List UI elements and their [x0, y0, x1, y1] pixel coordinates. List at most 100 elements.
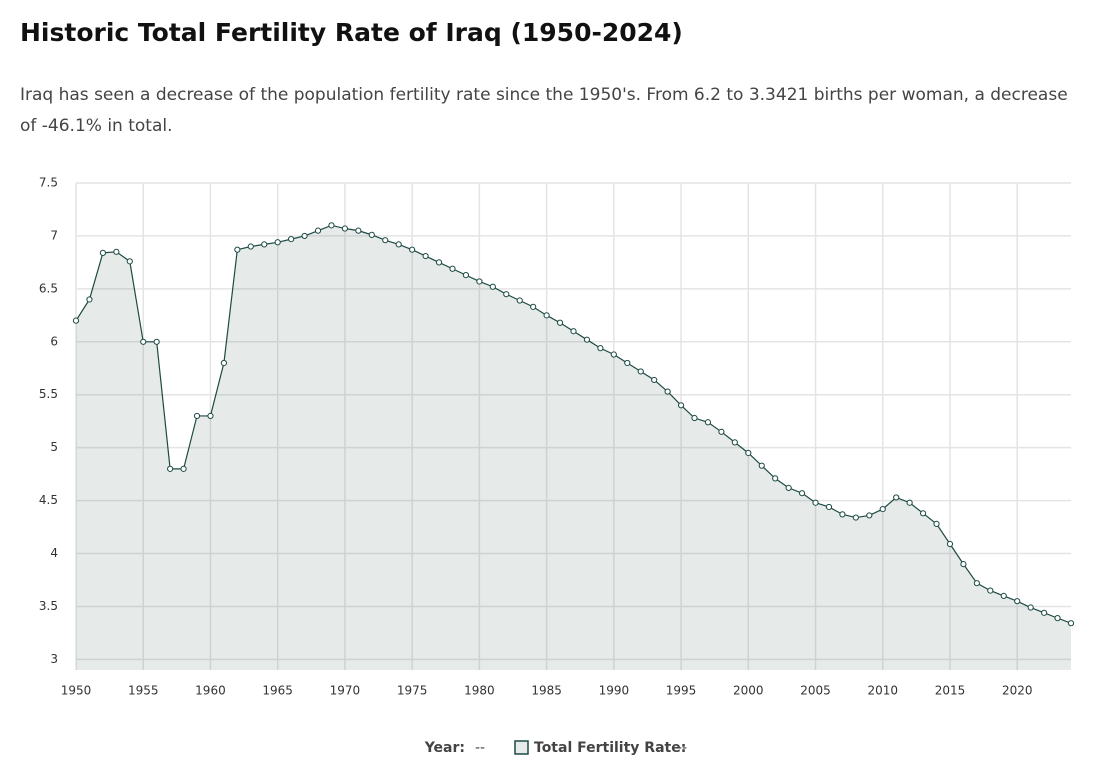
legend-swatch — [514, 740, 529, 755]
point — [866, 512, 873, 519]
legend-series-value: -- — [677, 740, 687, 756]
point — [731, 439, 738, 446]
point — [476, 278, 483, 285]
legend-series-name: Total Fertility Rate: — [534, 740, 686, 756]
x-tick-label: 2015 — [935, 684, 966, 698]
point — [328, 222, 335, 229]
point — [140, 338, 147, 345]
point — [261, 241, 268, 248]
point — [314, 227, 322, 234]
point — [973, 580, 980, 587]
point — [556, 319, 564, 326]
point — [570, 328, 577, 335]
point — [301, 232, 308, 240]
point — [247, 243, 254, 250]
x-tick-label: 1965 — [262, 684, 293, 698]
point — [72, 317, 80, 324]
x-tick-label: 1975 — [397, 684, 428, 698]
point — [503, 291, 510, 298]
point — [637, 368, 644, 375]
chart-subtitle: Iraq has seen a decrease of the populati… — [20, 85, 1068, 136]
point — [516, 297, 523, 304]
y-tick-label: 6 — [50, 334, 58, 348]
point — [126, 258, 133, 265]
y-tick-label: 5 — [50, 440, 58, 454]
point — [772, 475, 779, 482]
x-tick-label: 1955 — [128, 684, 159, 698]
point — [409, 246, 416, 253]
point — [462, 272, 470, 279]
point — [543, 312, 550, 319]
point — [987, 587, 994, 594]
y-tick-label: 6.5 — [39, 281, 58, 295]
point — [234, 246, 241, 253]
point — [583, 336, 591, 343]
point — [758, 462, 765, 469]
y-tick-label: 3.5 — [39, 599, 58, 613]
point — [207, 412, 214, 420]
point — [933, 520, 940, 528]
point — [1027, 604, 1034, 611]
point — [368, 231, 375, 238]
point — [99, 249, 106, 256]
point — [946, 540, 954, 548]
legend: Year: -- Total Fertility Rate:-- — [424, 740, 687, 756]
point — [167, 465, 174, 472]
point — [893, 494, 900, 501]
x-tick-label: 2005 — [800, 684, 831, 698]
y-tick-label: 4 — [50, 546, 58, 560]
point — [785, 484, 792, 492]
point — [677, 402, 685, 409]
point — [86, 296, 93, 303]
point — [718, 428, 725, 435]
point — [624, 359, 631, 367]
point — [664, 388, 671, 395]
point — [530, 303, 537, 310]
x-tick-label: 2010 — [867, 684, 898, 698]
chart-title: Historic Total Fertility Rate of Iraq (1… — [20, 18, 683, 47]
x-tick-label: 1990 — [599, 684, 630, 698]
point — [852, 514, 859, 521]
x-tick-label: 1950 — [61, 684, 92, 698]
x-tick-label: 1960 — [195, 684, 226, 698]
point — [691, 414, 698, 422]
x-tick-label: 1985 — [531, 684, 562, 698]
point — [422, 252, 429, 260]
point — [1014, 598, 1021, 605]
point — [288, 236, 295, 243]
x-tick-label: 1995 — [666, 684, 697, 698]
point — [1041, 609, 1048, 616]
point — [113, 248, 120, 255]
point — [1067, 620, 1075, 627]
point — [812, 499, 819, 506]
x-tick-label: 1980 — [464, 684, 495, 698]
point — [798, 490, 806, 497]
point — [879, 505, 886, 513]
point — [220, 359, 228, 367]
point — [1000, 592, 1007, 599]
y-tick-label: 5.5 — [39, 387, 58, 401]
point — [382, 237, 389, 244]
point — [610, 351, 617, 358]
point — [825, 503, 833, 511]
point — [745, 449, 752, 457]
point — [395, 241, 402, 248]
x-tick-label: 1970 — [330, 684, 361, 698]
area — [76, 225, 1071, 670]
point — [153, 338, 160, 345]
y-tick-label: 3 — [50, 652, 58, 666]
point — [1054, 615, 1061, 622]
legend-x-value: -- — [475, 740, 485, 756]
point — [435, 259, 443, 266]
point — [960, 561, 967, 568]
point — [449, 265, 456, 272]
point — [180, 465, 187, 472]
y-tick-label: 4.5 — [39, 493, 58, 507]
x-tick-label: 2000 — [733, 684, 764, 698]
point — [355, 227, 362, 234]
y-tick-label: 7 — [50, 228, 58, 242]
y-tick-label: 7.5 — [39, 176, 58, 190]
point — [341, 225, 349, 232]
